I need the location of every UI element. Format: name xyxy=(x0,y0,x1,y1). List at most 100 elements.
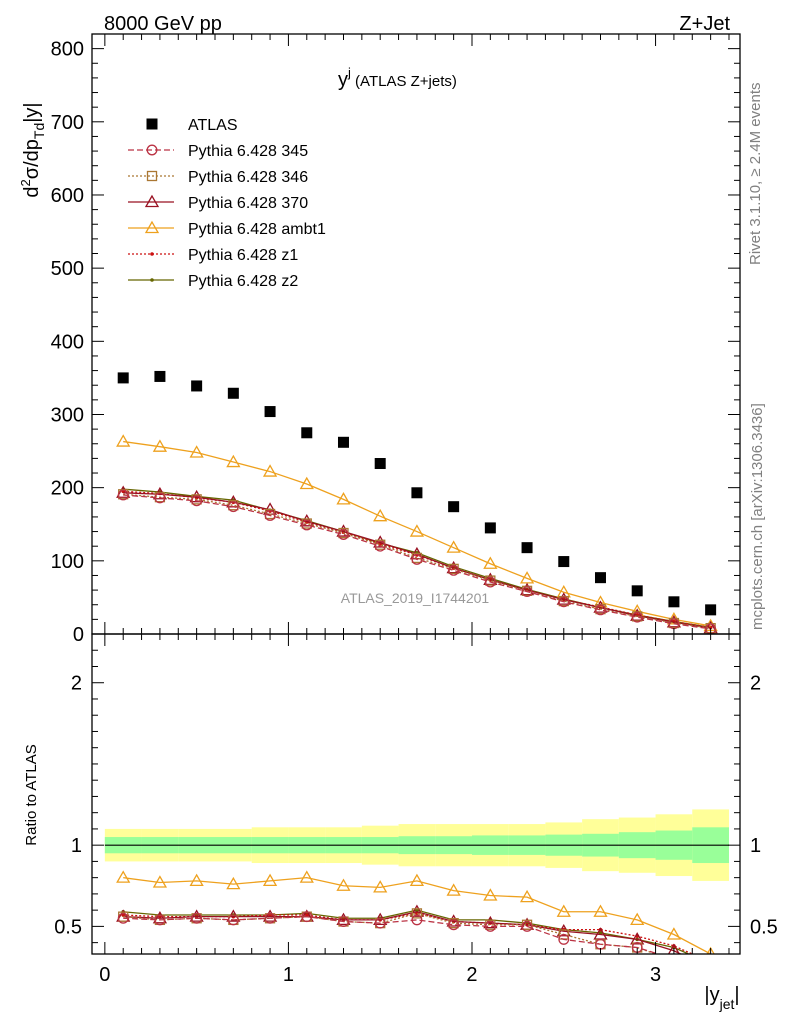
data-point-ambt1 xyxy=(519,571,535,584)
data-point-p345 xyxy=(191,495,203,507)
ratio-line-p346 xyxy=(123,912,658,954)
x-tick-label: 3 xyxy=(650,964,661,986)
ratio-point-ambt1 xyxy=(483,888,498,901)
ratio-point-p346 xyxy=(411,908,423,919)
ratio-point-p370 xyxy=(262,909,278,922)
ratio-point-p345 xyxy=(227,914,239,926)
data-point-ambt1 xyxy=(446,540,461,553)
ratio-point-ambt1 xyxy=(299,870,314,883)
data-point-atlas xyxy=(337,436,349,448)
ratio-point-p345 xyxy=(411,914,423,926)
y-tick-label: 300 xyxy=(51,404,84,426)
lower-ticks: 0.5 0.5 1 1 2 2 0 1 2 3 xyxy=(54,634,778,986)
data-point-p345 xyxy=(154,492,166,504)
x-tick-label: 2 xyxy=(466,964,477,986)
ratio-y-tick-label-right: 2 xyxy=(750,673,761,695)
legend-marker xyxy=(146,144,158,156)
ratio-point-p346 xyxy=(669,956,678,965)
ratio-point-ambt1 xyxy=(373,880,388,893)
ratio-band xyxy=(104,809,729,881)
data-point-atlas xyxy=(264,406,276,418)
legend-item-z2: Pythia 6.428 z2 xyxy=(128,273,298,290)
ratio-point-ambt1 xyxy=(446,883,461,896)
ratio-point-p345 xyxy=(117,912,129,924)
data-point-p345 xyxy=(411,553,423,565)
legend-item-atlas: ATLAS xyxy=(146,117,238,134)
ratio-point-ambt1 xyxy=(519,889,535,903)
ratio-y-tick-label: 0.5 xyxy=(54,916,82,938)
data-point-atlas xyxy=(631,585,643,597)
data-point-atlas xyxy=(594,572,606,584)
ratio-point-p345 xyxy=(154,914,166,926)
ratio-point-p370 xyxy=(409,904,425,917)
header-right: Z+Jet xyxy=(679,13,730,35)
ratio-point-z1 xyxy=(709,960,713,964)
ratio-point-p370 xyxy=(705,963,717,974)
x-axis-label: |yjet| xyxy=(704,984,739,1012)
data-point-ambt1 xyxy=(336,492,351,505)
ratio-point-p345 xyxy=(521,920,533,932)
data-point-p345 xyxy=(631,611,643,623)
ratio-point-p345 xyxy=(671,953,677,954)
data-point-ambt1 xyxy=(556,584,571,598)
legend-label: Pythia 6.428 z1 xyxy=(188,247,298,264)
y-tick-label: 500 xyxy=(51,258,84,280)
series-line-p346 xyxy=(123,493,711,629)
data-point-atlas xyxy=(154,370,166,382)
y-tick-label: 0 xyxy=(73,624,84,646)
data-point-ambt1 xyxy=(409,524,425,537)
y-tick-label: 700 xyxy=(51,112,84,134)
rivet-label: Rivet 3.1.10, ≥ 2.4M events xyxy=(747,83,764,266)
legend-marker xyxy=(144,220,160,234)
legend-item-ambt1: Pythia 6.428 ambt1 xyxy=(128,220,326,238)
data-point-p345 xyxy=(227,501,239,513)
ratio-y-tick-label: 2 xyxy=(71,673,82,695)
ratio-point-p370 xyxy=(630,932,645,945)
lower-plot-frame xyxy=(91,633,741,955)
ratio-point-p370 xyxy=(336,912,351,926)
data-point-atlas xyxy=(191,380,203,392)
data-point-ambt1 xyxy=(262,464,278,477)
data-point-atlas xyxy=(117,372,129,384)
data-point-atlas xyxy=(558,556,570,568)
legend-label: Pythia 6.428 370 xyxy=(188,195,308,212)
ratio-series-p370 xyxy=(116,904,717,974)
ratio-point-ambt1 xyxy=(556,904,571,917)
legend-item-p345: Pythia 6.428 345 xyxy=(128,143,308,160)
data-point-atlas xyxy=(521,542,533,554)
ratio-point-ambt1 xyxy=(189,873,204,887)
data-point-p345 xyxy=(558,596,570,608)
ratio-point-p345 xyxy=(338,916,349,927)
ratio-point-p345 xyxy=(301,911,313,923)
data-point-atlas xyxy=(411,487,423,499)
data-point-p345 xyxy=(448,564,460,576)
data-point-ambt1 xyxy=(483,556,498,569)
legend-item-z1: Pythia 6.428 z1 xyxy=(128,247,298,264)
data-point-ambt1 xyxy=(373,508,388,522)
data-point-ambt1 xyxy=(152,439,168,452)
data-point-atlas xyxy=(484,522,496,534)
ratio-point-p345 xyxy=(264,912,276,924)
ratio-point-ambt1 xyxy=(116,870,131,883)
data-point-p345 xyxy=(521,586,533,598)
legend-label: Pythia 6.428 z2 xyxy=(188,273,298,290)
ratio-y-axis-label: Ratio to ATLAS xyxy=(23,744,40,845)
y-tick-label: 400 xyxy=(51,331,84,353)
series-p346 xyxy=(118,489,716,634)
data-point-p345 xyxy=(264,510,276,521)
ratio-point-p370 xyxy=(667,943,680,954)
legend-item-p370: Pythia 6.428 370 xyxy=(128,194,308,212)
ratio-point-ambt1 xyxy=(593,904,608,917)
plot-title: yj (ATLAS Z+jets) xyxy=(338,65,457,91)
ratio-line-ambt1 xyxy=(123,876,711,954)
ratio-point-ambt1 xyxy=(666,927,682,940)
legend-marker xyxy=(146,118,158,130)
mcplots-label: mcplots.cern.ch [arXiv:1306.3436] xyxy=(749,403,766,630)
series-line-p345 xyxy=(123,494,711,630)
header-left: 8000 GeV pp xyxy=(104,13,222,35)
y-tick-label: 200 xyxy=(51,478,84,500)
ratio-point-p370 xyxy=(189,909,204,922)
ratio-point-z1 xyxy=(304,913,309,917)
series-line-ambt1 xyxy=(123,440,711,627)
